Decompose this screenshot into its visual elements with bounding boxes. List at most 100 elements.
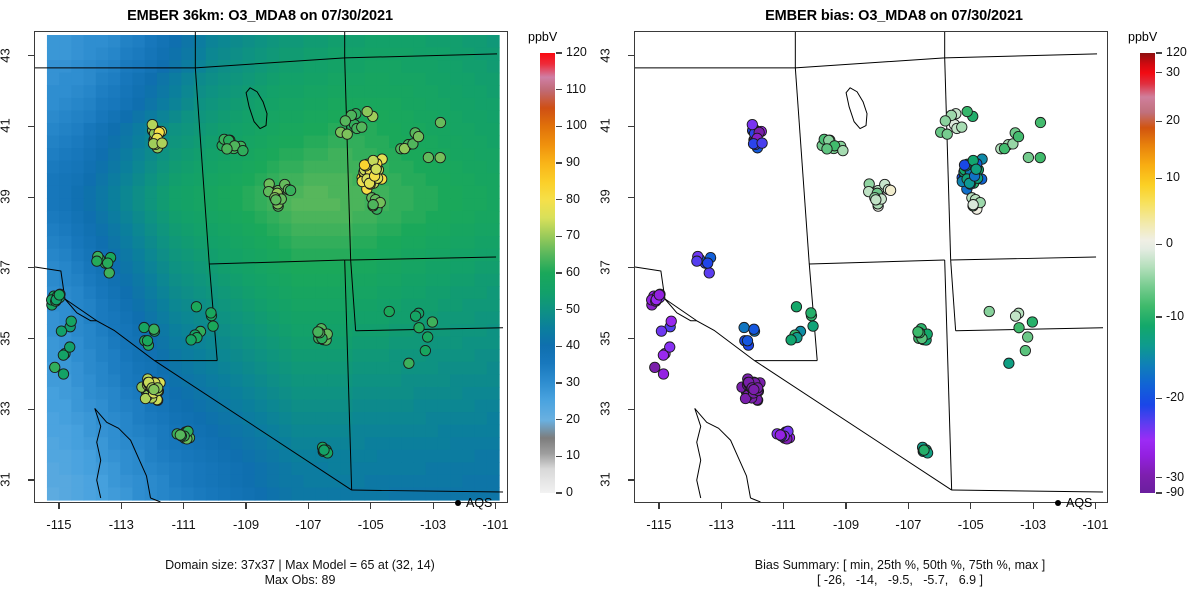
raster-cell [242, 236, 256, 250]
raster-cell [266, 336, 280, 350]
raster-cell [303, 60, 317, 74]
raster-cell [193, 210, 207, 225]
aqs-station-marker [1022, 151, 1035, 164]
raster-cell [218, 261, 231, 275]
raster-cell [364, 349, 378, 363]
model-colorbar-title: ppbV [528, 30, 558, 44]
raster-cell [169, 223, 182, 237]
raster-cell [83, 198, 97, 212]
raster-cell [169, 324, 182, 338]
raster-cell [218, 487, 231, 501]
raster-cell [108, 349, 121, 363]
raster-cell [327, 198, 341, 212]
raster-cell [218, 60, 231, 74]
raster-cell [266, 487, 280, 501]
raster-cell [156, 60, 170, 74]
raster-cell [132, 298, 146, 313]
raster-cell [486, 412, 500, 426]
raster-cell [83, 487, 97, 501]
raster-cell [389, 261, 402, 275]
raster-cell [254, 399, 268, 413]
aqs-station-marker [205, 307, 217, 319]
raster-cell [59, 399, 72, 413]
raster-cell [242, 261, 256, 275]
raster-cell [83, 412, 97, 426]
raster-cell [218, 72, 231, 86]
raster-cell [462, 97, 476, 111]
raster-cell [71, 248, 85, 262]
raster-cell [315, 198, 329, 212]
raster-cell [242, 361, 256, 375]
raster-cell [389, 437, 402, 451]
raster-cell [156, 474, 170, 489]
aqs-station-marker [398, 142, 411, 155]
raster-cell [95, 286, 109, 300]
raster-cell [291, 386, 305, 401]
boundary-ut-co [944, 57, 952, 261]
raster-cell [315, 298, 329, 313]
aqs-station-marker [434, 151, 446, 164]
raster-cell [169, 160, 182, 174]
raster-cell [401, 223, 415, 237]
raster-cell [376, 72, 390, 86]
raster-cell [218, 210, 231, 225]
raster-cell [242, 374, 256, 388]
raster-cell [486, 311, 500, 325]
raster-cell [474, 122, 488, 137]
raster-cell [193, 273, 207, 287]
raster-cell [254, 286, 268, 300]
raster-cell [95, 97, 109, 111]
raster-cell [376, 122, 390, 137]
raster-cell [83, 34, 97, 49]
raster-cell [156, 336, 170, 350]
x-axis-tickmark [307, 503, 309, 509]
raster-cell [425, 173, 439, 187]
raster-cell [205, 374, 219, 388]
raster-cell [450, 324, 463, 338]
raster-cell [376, 399, 390, 413]
raster-cell [230, 399, 244, 413]
raster-cell [364, 437, 378, 451]
raster-cell [462, 210, 476, 225]
raster-cell [46, 449, 60, 463]
raster-cell [218, 223, 231, 237]
raster-cell [181, 34, 195, 49]
raster-cell [413, 374, 427, 388]
y-axis-tickmark [628, 55, 634, 57]
raster-cell [218, 298, 231, 313]
raster-cell [230, 110, 244, 124]
raster-cell [291, 135, 305, 149]
raster-cell [401, 198, 415, 212]
raster-cell [303, 462, 317, 476]
raster-cell [474, 386, 488, 401]
raster-cell [95, 474, 109, 489]
aqs-station-marker [1013, 322, 1025, 334]
raster-cell [486, 273, 500, 287]
raster-cell [218, 324, 231, 338]
raster-cell [242, 223, 256, 237]
raster-cell [83, 336, 97, 350]
raster-cell [327, 160, 341, 174]
raster-cell [193, 399, 207, 413]
raster-cell [108, 85, 121, 99]
raster-cell [205, 173, 219, 187]
raster-cell [462, 261, 476, 275]
raster-cell [120, 336, 134, 350]
raster-cell [425, 85, 439, 99]
raster-cell [254, 97, 268, 111]
colorbar-tick-label: -20 [1166, 390, 1185, 405]
raster-cell [303, 487, 317, 501]
panel-bias: EMBER bias: O3_MDA8 on 07/30/2021 [600, 0, 1200, 600]
aqs-station-marker [998, 142, 1011, 155]
raster-cell [450, 210, 463, 225]
aqs-station-marker [426, 316, 438, 328]
aqs-station-marker [270, 194, 282, 206]
raster-cell [486, 97, 500, 111]
raster-cell [279, 286, 292, 300]
raster-cell [59, 424, 72, 438]
raster-cell [450, 60, 463, 74]
raster-cell [425, 374, 439, 388]
raster-cell [474, 324, 488, 338]
raster-cell [376, 437, 390, 451]
raster-cell [413, 72, 427, 86]
